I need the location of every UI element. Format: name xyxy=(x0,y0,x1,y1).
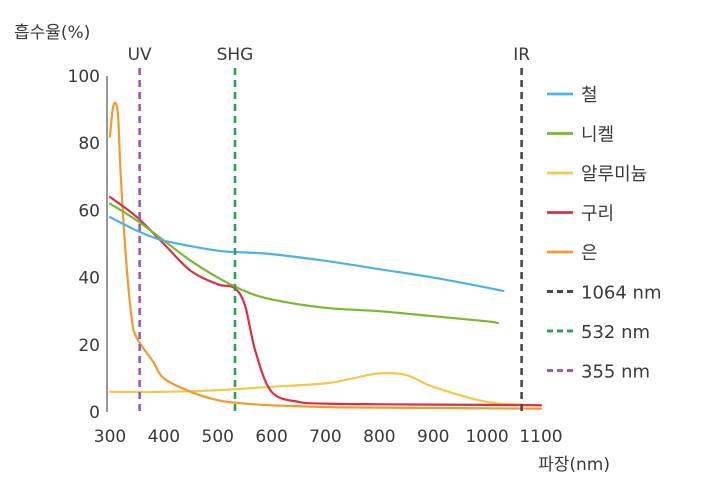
x-tick-label-500: 500 xyxy=(202,427,234,447)
y-axis-title: 흡수율(%) xyxy=(14,23,90,43)
reference-label-355: UV xyxy=(128,45,152,65)
series-line-1 xyxy=(108,202,499,325)
y-tick-label-100: 100 xyxy=(68,67,100,87)
y-tick-label-60: 60 xyxy=(78,201,100,221)
y-tick-label-20: 20 xyxy=(78,336,100,356)
legend-label-series-3: 구리 xyxy=(581,204,614,225)
x-tick-label-700: 700 xyxy=(309,427,341,447)
reference-lines: IR SHG UV xyxy=(128,45,530,414)
legend-label-ref-355: 355 nm xyxy=(581,362,650,383)
reference-label-1064: IR xyxy=(513,45,530,65)
x-axis-title: 파장(nm) xyxy=(538,455,610,475)
legend-label-series-1: 니켈 xyxy=(581,125,614,146)
legend-label-ref-532: 532 nm xyxy=(581,322,650,343)
series-line-4 xyxy=(108,101,543,410)
legend-label-series-4: 은 xyxy=(581,243,598,264)
series-line-3 xyxy=(108,195,543,407)
legend-label-series-0: 철 xyxy=(581,85,598,106)
reference-label-532: SHG xyxy=(217,45,254,65)
series-line-0 xyxy=(108,216,505,293)
x-tick-label-600: 600 xyxy=(255,427,287,447)
series-line-2 xyxy=(108,371,543,407)
y-tick-labels: 0 20 40 60 80 100 xyxy=(68,67,100,423)
y-tick-label-0: 0 xyxy=(89,403,100,423)
x-tick-labels: 300 400 500 600 700 800 900 1000 1100 xyxy=(94,427,563,447)
x-tick-label-900: 900 xyxy=(417,427,449,447)
x-tick-label-400: 400 xyxy=(148,427,180,447)
legend-label-series-2: 알루미늄 xyxy=(581,164,647,185)
legend-label-ref-1064: 1064 nm xyxy=(581,283,661,304)
y-tick-label-80: 80 xyxy=(78,134,100,154)
x-tick-label-1000: 1000 xyxy=(465,427,508,447)
series-lines xyxy=(108,101,543,410)
x-tick-label-800: 800 xyxy=(363,427,395,447)
x-tick-label-1100: 1100 xyxy=(519,427,562,447)
x-tick-label-300: 300 xyxy=(94,427,126,447)
y-tick-label-40: 40 xyxy=(78,269,100,289)
